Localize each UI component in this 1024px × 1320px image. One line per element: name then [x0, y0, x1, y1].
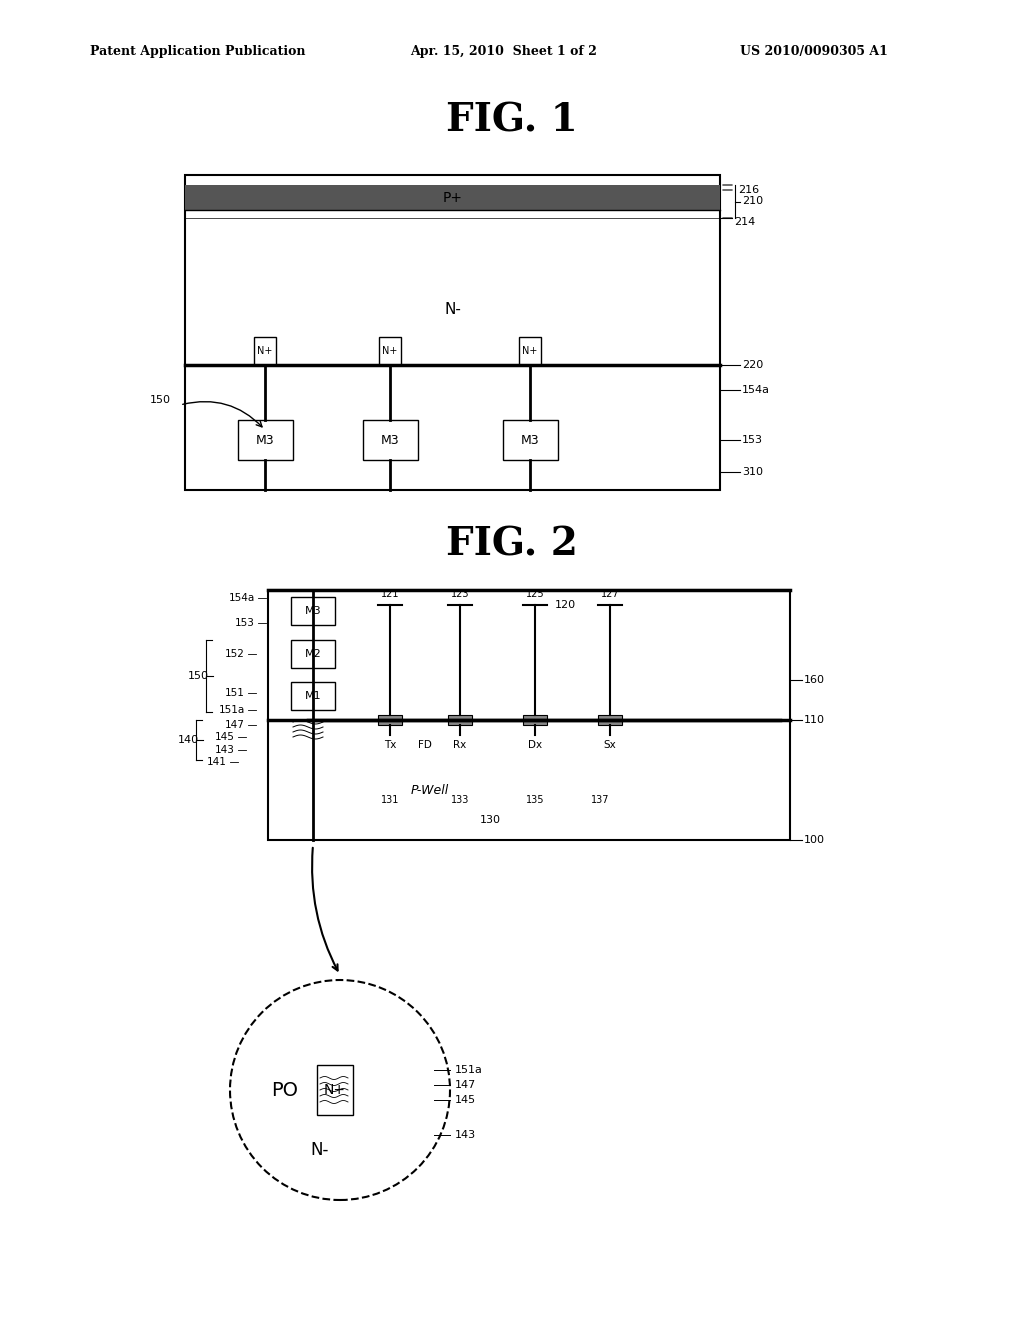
Text: P+: P+ [442, 190, 463, 205]
Text: M3: M3 [305, 606, 322, 616]
Text: 137: 137 [591, 795, 609, 805]
Text: 150: 150 [188, 671, 209, 681]
Bar [291, 640, 335, 668]
Text: M2: M2 [304, 649, 322, 659]
Text: 153: 153 [742, 436, 763, 445]
Text: 100: 100 [804, 836, 825, 845]
Text: Tx: Tx [384, 741, 396, 750]
Text: 210: 210 [742, 197, 763, 206]
Bar [317, 1065, 353, 1115]
Bar [185, 176, 720, 490]
Text: 220: 220 [742, 360, 763, 370]
Text: 147: 147 [455, 1080, 476, 1090]
Text: 150: 150 [150, 395, 171, 405]
Text: 147: 147 [225, 719, 245, 730]
Text: 216: 216 [738, 185, 759, 195]
Text: 214: 214 [734, 216, 756, 227]
Text: M3: M3 [256, 433, 274, 446]
Text: 127: 127 [601, 589, 620, 599]
Text: 145: 145 [455, 1096, 476, 1105]
Text: 145: 145 [215, 733, 234, 742]
Text: 120: 120 [554, 601, 575, 610]
Text: 140: 140 [178, 735, 199, 744]
Text: Apr. 15, 2010  Sheet 1 of 2: Apr. 15, 2010 Sheet 1 of 2 [410, 45, 597, 58]
Text: 151a: 151a [455, 1065, 483, 1074]
Text: US 2010/0090305 A1: US 2010/0090305 A1 [740, 45, 888, 58]
Text: 131: 131 [381, 795, 399, 805]
Bar [291, 597, 335, 624]
Text: M3: M3 [381, 433, 399, 446]
Text: FD: FD [418, 741, 432, 750]
Text: N-: N- [444, 302, 461, 318]
Bar [362, 420, 418, 459]
Text: M3: M3 [520, 433, 540, 446]
Text: 153: 153 [236, 618, 255, 628]
Text: Sx: Sx [603, 741, 616, 750]
Bar [185, 185, 720, 210]
Bar [268, 590, 790, 840]
Bar [379, 337, 401, 366]
Text: P-Well: P-Well [411, 784, 450, 796]
Text: N+: N+ [382, 346, 397, 356]
Text: Patent Application Publication: Patent Application Publication [90, 45, 305, 58]
Bar [503, 420, 557, 459]
Text: 151a: 151a [219, 705, 245, 715]
Text: N+: N+ [522, 346, 538, 356]
Bar [291, 682, 335, 710]
Bar [378, 715, 402, 725]
Text: 133: 133 [451, 795, 469, 805]
Text: 141: 141 [207, 756, 227, 767]
Bar [238, 420, 293, 459]
Bar [598, 715, 622, 725]
Text: M1: M1 [305, 690, 322, 701]
Text: Rx: Rx [454, 741, 467, 750]
Text: FIG. 1: FIG. 1 [446, 102, 578, 139]
Bar [449, 715, 472, 725]
Bar [254, 337, 276, 366]
Text: 160: 160 [804, 675, 825, 685]
Text: 154a: 154a [228, 593, 255, 603]
Text: 143: 143 [215, 744, 234, 755]
Text: 143: 143 [455, 1130, 476, 1140]
Bar [519, 337, 541, 366]
Text: 123: 123 [451, 589, 469, 599]
Text: PO: PO [271, 1081, 299, 1100]
Text: FIG. 2: FIG. 2 [446, 525, 578, 564]
Text: N+: N+ [324, 1082, 346, 1097]
Text: Dx: Dx [528, 741, 542, 750]
Text: N-: N- [311, 1140, 329, 1159]
Text: 152: 152 [225, 649, 245, 659]
Text: 154a: 154a [742, 385, 770, 395]
Text: 135: 135 [525, 795, 544, 805]
Text: N+: N+ [257, 346, 272, 356]
Text: 110: 110 [804, 715, 825, 725]
Text: 310: 310 [742, 467, 763, 477]
Text: 130: 130 [479, 814, 501, 825]
Text: 121: 121 [381, 589, 399, 599]
Text: 125: 125 [525, 589, 545, 599]
Text: 151: 151 [225, 688, 245, 698]
Bar [523, 715, 547, 725]
